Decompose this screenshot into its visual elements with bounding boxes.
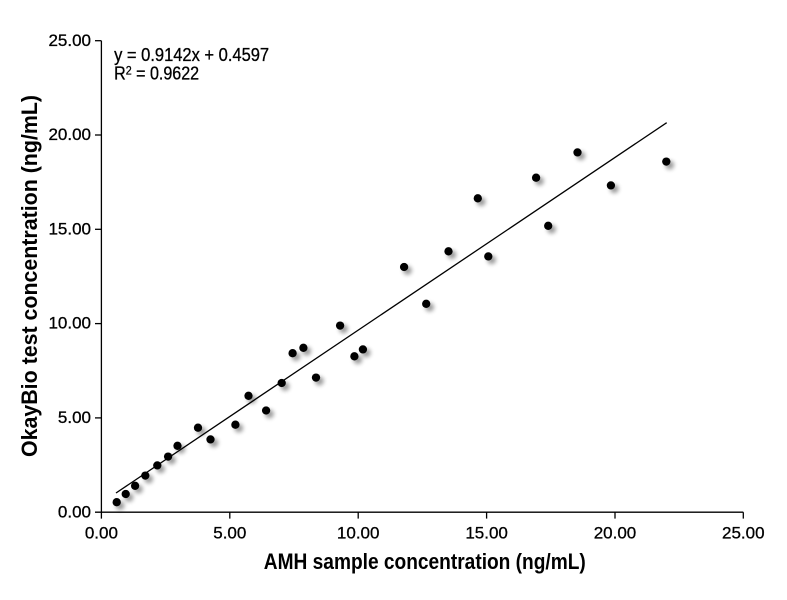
svg-text:5.00: 5.00 bbox=[213, 523, 246, 542]
svg-text:y = 0.9142x + 0.4597: y = 0.9142x + 0.4597 bbox=[114, 45, 269, 65]
svg-text:AMH sample concentration (ng/m: AMH sample concentration (ng/mL) bbox=[264, 549, 586, 574]
svg-text:OkayBio test concentration (ng: OkayBio test concentration (ng/mL) bbox=[17, 95, 42, 457]
svg-text:10.00: 10.00 bbox=[48, 314, 91, 333]
svg-text:15.00: 15.00 bbox=[48, 219, 91, 238]
svg-text:R2 = 0.9622: R2 = 0.9622 bbox=[114, 64, 199, 84]
svg-text:0.00: 0.00 bbox=[58, 502, 91, 521]
svg-text:25.00: 25.00 bbox=[48, 31, 91, 50]
svg-text:5.00: 5.00 bbox=[58, 408, 91, 427]
svg-text:10.00: 10.00 bbox=[337, 523, 380, 542]
svg-text:0.00: 0.00 bbox=[85, 523, 118, 542]
svg-text:20.00: 20.00 bbox=[594, 523, 637, 542]
svg-text:25.00: 25.00 bbox=[722, 523, 765, 542]
svg-text:20.00: 20.00 bbox=[48, 125, 91, 144]
svg-text:15.00: 15.00 bbox=[465, 523, 508, 542]
